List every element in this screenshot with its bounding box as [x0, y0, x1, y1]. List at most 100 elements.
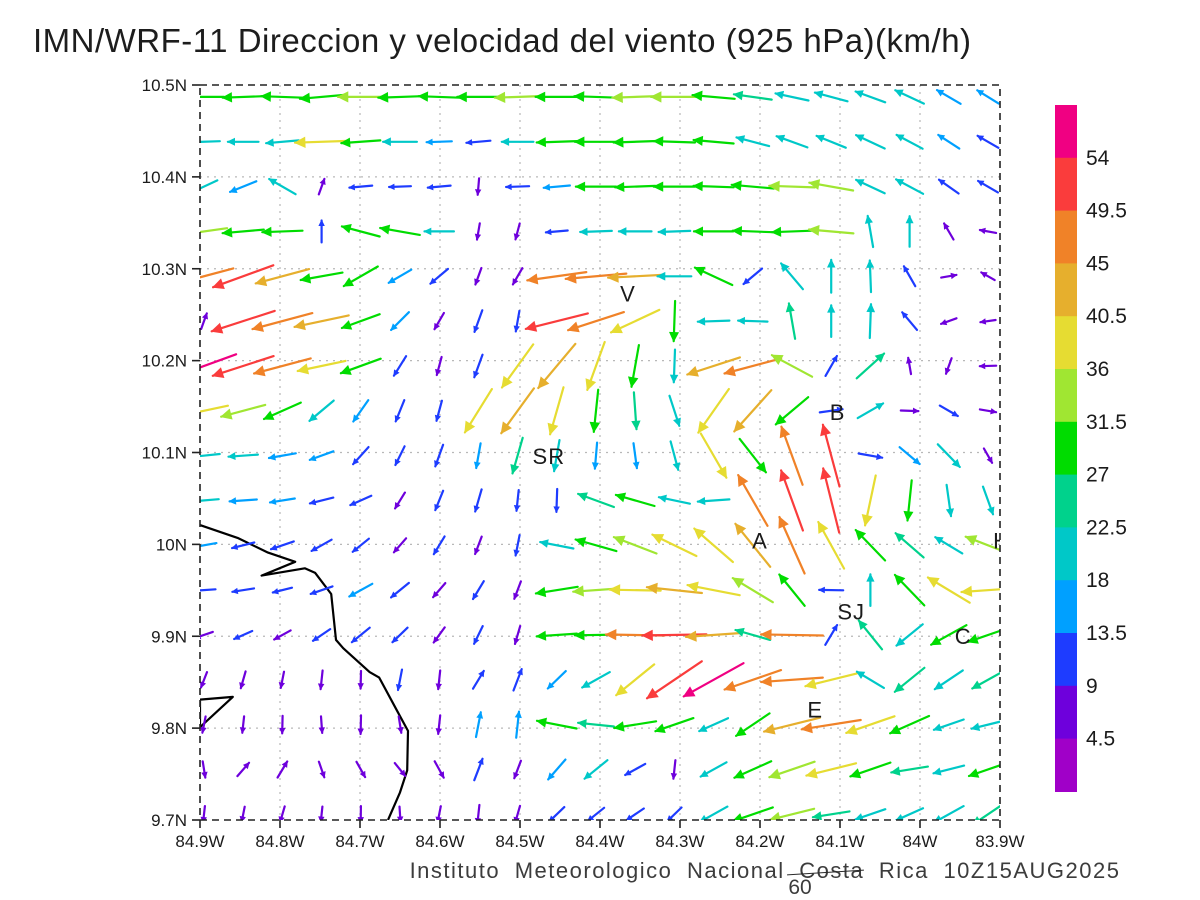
wind-arrow — [855, 670, 886, 690]
wind-arrow — [686, 581, 741, 597]
wind-arrow — [576, 719, 616, 729]
wind-arrow — [774, 90, 810, 102]
wind-arrow — [696, 317, 731, 326]
wind-arrow — [391, 626, 409, 644]
wind-arrow — [978, 408, 998, 415]
wind-arrow-head — [318, 727, 325, 735]
wind-arrow — [779, 469, 805, 532]
wind-arrow-head — [473, 325, 480, 333]
wind-arrow — [267, 452, 297, 461]
wind-arrow-head — [539, 539, 549, 548]
wind-arrow — [692, 181, 735, 192]
wind-arrow-head — [553, 506, 560, 514]
wind-arrow — [537, 342, 577, 390]
colorbar-segment — [1055, 369, 1077, 423]
wind-arrow — [982, 447, 994, 464]
wind-arrow-head — [181, 229, 191, 239]
wind-arrow-head — [433, 636, 440, 644]
wind-arrow-head — [974, 816, 980, 820]
wind-arrow — [308, 450, 335, 462]
wind-arrow — [392, 355, 408, 377]
wind-arrow — [433, 760, 445, 779]
wind-arrow-head — [397, 726, 404, 734]
colorbar-label: 22.5 — [1086, 516, 1127, 539]
wind-arrow — [854, 528, 887, 562]
wind-arrow-head — [733, 419, 746, 433]
wind-arrow-head — [200, 635, 202, 640]
wind-arrow-head — [271, 588, 279, 595]
wind-arrow-head — [472, 592, 479, 600]
wind-arrow — [261, 226, 304, 237]
wind-arrow-head — [394, 458, 401, 467]
wind-arrow-head — [906, 356, 913, 364]
wind-arrow — [200, 179, 219, 190]
wind-arrow-head — [296, 363, 310, 375]
wind-arrow — [866, 259, 875, 294]
wind-arrow — [350, 626, 371, 644]
wind-arrow-head — [980, 271, 988, 278]
wind-arrow — [296, 359, 347, 375]
wind-arrow — [200, 630, 214, 640]
wind-arrow — [895, 623, 924, 647]
coastline-peninsula — [200, 695, 234, 729]
wind-arrow-head — [894, 574, 906, 586]
x-tick-label: 84.8W — [255, 832, 304, 851]
wind-arrow — [978, 227, 998, 235]
wind-arrow-head — [513, 233, 521, 241]
wind-arrow-head — [951, 458, 961, 468]
y-tick-label: 10.3N — [142, 260, 187, 279]
wind-arrow — [317, 669, 325, 691]
wind-arrow — [573, 91, 619, 102]
wind-arrow — [732, 806, 774, 820]
wind-arrow-head — [434, 503, 441, 512]
wind-arrow — [778, 573, 806, 607]
wind-arrow-head — [672, 462, 681, 471]
wind-arrow — [779, 262, 805, 291]
wind-arrow-head — [464, 420, 476, 434]
wind-arrow-head — [312, 635, 320, 642]
wind-arrow-head — [573, 629, 585, 641]
wind-arrow-head — [723, 680, 737, 692]
wind-arrow-head — [895, 134, 905, 142]
wind-arrow-head — [379, 224, 391, 235]
wind-arrow-head — [734, 522, 747, 536]
wind-arrow — [731, 576, 774, 604]
wind-arrow-head — [804, 678, 817, 690]
wind-arrow-head — [692, 226, 703, 237]
wind-arrow — [905, 215, 914, 248]
wind-arrow-head — [228, 497, 237, 505]
wind-arrow-head — [894, 89, 904, 98]
wind-arrow — [200, 95, 226, 99]
wind-arrow — [474, 803, 482, 820]
wind-arrow — [349, 494, 373, 507]
wind-arrow-head — [583, 771, 593, 780]
wind-arrow-head — [352, 414, 360, 423]
wind-arrow — [513, 533, 521, 557]
wind-arrow-head — [478, 669, 485, 678]
coastline — [200, 524, 410, 820]
wind-arrow — [591, 441, 599, 470]
wind-arrow-head — [579, 227, 588, 236]
wind-arrow — [514, 710, 522, 739]
wind-arrow-head — [895, 813, 904, 820]
wind-arrow — [269, 540, 295, 551]
wind-arrow-head — [854, 90, 864, 98]
wind-arrow-head — [945, 508, 955, 518]
wind-arrow-head — [252, 365, 266, 377]
wind-arrow-head — [780, 262, 790, 273]
wind-arrow-head — [391, 636, 399, 643]
wind-arrows-layer — [181, 88, 1000, 820]
wind-arrow-head — [654, 723, 666, 733]
wind-arrow — [317, 177, 326, 196]
wind-arrow — [894, 89, 926, 105]
city-label: E — [807, 698, 823, 723]
wind-arrow-shaft — [200, 541, 218, 548]
wind-arrow — [526, 271, 588, 285]
wind-arrow — [456, 91, 501, 103]
wind-arrow-head — [836, 406, 844, 414]
wind-arrow — [827, 304, 836, 338]
wind-arrow — [308, 399, 335, 422]
wind-arrow — [657, 494, 692, 505]
wind-arrow — [696, 496, 731, 506]
wind-arrow — [534, 585, 579, 598]
